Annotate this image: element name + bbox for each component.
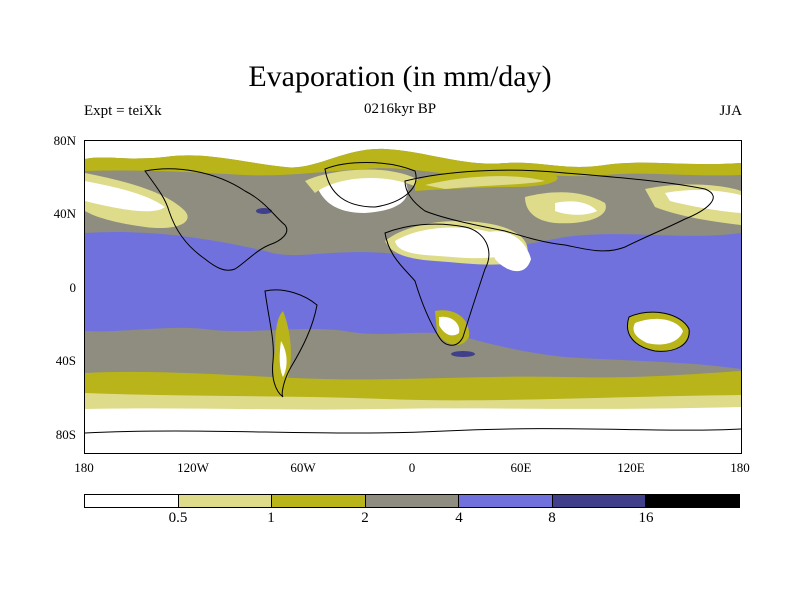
lon-tick-120w: 120W bbox=[177, 460, 209, 475]
south-america-white bbox=[279, 341, 287, 377]
map-title: Evaporation (in mm/day) bbox=[248, 60, 552, 93]
lon-tick-120e: 120E bbox=[617, 460, 645, 475]
australia-white bbox=[633, 318, 683, 345]
lat-tick-80n: 80N bbox=[53, 133, 76, 148]
eurasia-pale bbox=[425, 176, 545, 189]
season-label: JJA bbox=[719, 103, 742, 119]
lat-tick-80s: 80S bbox=[55, 427, 76, 442]
coastlines bbox=[85, 162, 741, 434]
lon-tick-180e: 180 bbox=[730, 460, 750, 475]
central-asia-white bbox=[555, 201, 597, 215]
colorbar-swatch-6 bbox=[646, 495, 740, 507]
colorbar-swatch-5 bbox=[552, 495, 647, 507]
dark-patch-2 bbox=[256, 208, 272, 214]
lat-tick-40s: 40S bbox=[55, 353, 76, 368]
colorbar-swatch-3 bbox=[365, 495, 460, 507]
colorbar-label-5: 16 bbox=[638, 510, 654, 526]
colorbar-swatch-1 bbox=[178, 495, 273, 507]
north-pacific-white bbox=[85, 181, 165, 212]
colorbar-swatch-2 bbox=[272, 495, 366, 507]
dark-patch-1 bbox=[451, 351, 475, 357]
time-label: 0216kyr BP bbox=[363, 101, 437, 117]
colorbar-label-3: 4 bbox=[455, 510, 463, 526]
south-africa-white bbox=[439, 316, 460, 336]
arctic bbox=[85, 141, 741, 168]
colorbar-label-2: 2 bbox=[361, 510, 369, 526]
lat-tick-40n: 40N bbox=[53, 206, 76, 221]
colorbar bbox=[84, 494, 740, 508]
lon-tick-60e: 60E bbox=[510, 460, 532, 475]
evaporation-map bbox=[84, 140, 742, 454]
north-west-pacific-white bbox=[665, 189, 741, 213]
lon-tick-60w: 60W bbox=[290, 460, 316, 475]
lon-tick-0: 0 bbox=[408, 460, 416, 475]
colorbar-swatch-4 bbox=[459, 495, 553, 507]
antarctica bbox=[85, 407, 741, 453]
colorbar-swatch-0 bbox=[85, 495, 179, 507]
northern-yellow-band bbox=[85, 148, 741, 177]
colorbar-label-4: 8 bbox=[548, 510, 556, 526]
map-canvas bbox=[85, 141, 741, 453]
lat-tick-0: 0 bbox=[69, 280, 77, 295]
arabia-white bbox=[485, 231, 531, 272]
colorbar-label-1: 1 bbox=[267, 510, 275, 526]
tropical-ocean-band bbox=[85, 231, 741, 357]
southern-ocean-band bbox=[465, 311, 741, 369]
greenland-margin bbox=[305, 169, 421, 193]
experiment-label: Expt = teiXk bbox=[84, 103, 162, 119]
lon-tick-180w: 180 bbox=[74, 460, 94, 475]
colorbar-label-0: 0.5 bbox=[168, 510, 188, 526]
